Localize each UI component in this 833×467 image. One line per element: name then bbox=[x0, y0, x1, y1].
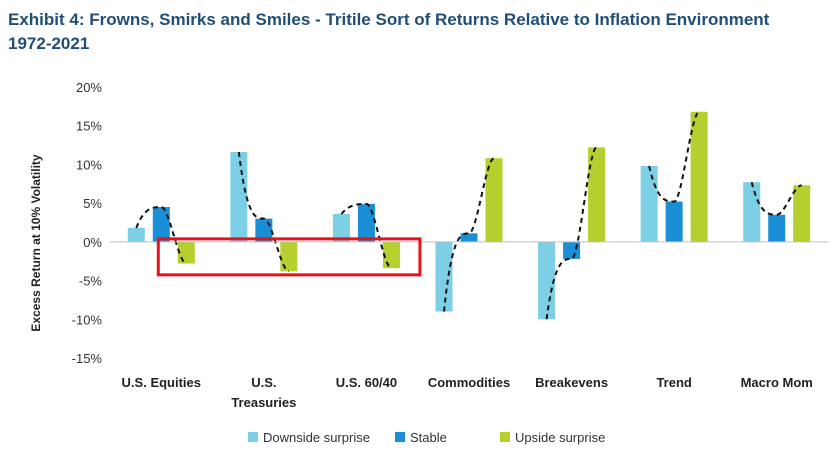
y-tick-label: 10% bbox=[76, 157, 102, 172]
trend-curve bbox=[545, 146, 598, 320]
bar-upside-surprise bbox=[793, 185, 811, 242]
highlight-box bbox=[156, 237, 422, 277]
chart-title: Exhibit 4: Frowns, Smirks and Smiles - T… bbox=[8, 10, 770, 53]
x-tick-label: U.S. 60/40 bbox=[336, 375, 397, 390]
bar-stable bbox=[665, 201, 683, 242]
bar-downside-surprise bbox=[332, 213, 350, 242]
y-tick-label: 15% bbox=[76, 119, 102, 134]
legend-label: Upside surprise bbox=[515, 430, 605, 445]
bar-downside-surprise bbox=[435, 241, 453, 312]
bar-upside-surprise bbox=[485, 158, 503, 242]
category-labels: U.S. Equities U.S. Treasuries U.S. 60/40 Com… bbox=[122, 375, 813, 410]
bar-upside-surprise bbox=[280, 241, 298, 272]
bar-stable bbox=[768, 214, 786, 242]
x-tick-label: U.S. Treasuries bbox=[231, 375, 296, 410]
legend-label: Downside surprise bbox=[263, 430, 370, 445]
trend-curve bbox=[340, 202, 393, 270]
bar-stable bbox=[563, 241, 581, 259]
trend-curve bbox=[135, 206, 187, 265]
legend-swatch bbox=[248, 432, 258, 442]
bar-stable bbox=[152, 207, 170, 242]
x-tick-label: U.S. Equities bbox=[122, 375, 201, 390]
y-axis: -15% -10% -5% 0% 5% 10% 15% 20% bbox=[72, 80, 103, 366]
bar-downside-surprise bbox=[538, 241, 556, 320]
trend-curves bbox=[135, 110, 803, 320]
x-tick-label: Trend bbox=[656, 375, 691, 390]
bars bbox=[127, 111, 811, 320]
x-tick-label: Breakevens bbox=[535, 375, 608, 390]
y-tick-label: 20% bbox=[76, 80, 102, 95]
trend-curve bbox=[237, 151, 290, 273]
bar-upside-surprise bbox=[690, 111, 708, 242]
legend-swatch bbox=[500, 432, 510, 442]
bar-downside-surprise bbox=[127, 227, 145, 242]
bar-stable bbox=[460, 233, 478, 242]
trend-curve bbox=[750, 181, 803, 216]
legend-swatch bbox=[395, 432, 405, 442]
x-tick-label: Macro Mom bbox=[741, 375, 813, 390]
bar-downside-surprise bbox=[640, 165, 658, 242]
bar-downside-surprise bbox=[743, 182, 761, 242]
bar-downside-surprise bbox=[230, 152, 248, 242]
y-tick-label: -10% bbox=[72, 312, 103, 327]
legend-label: Stable bbox=[410, 430, 447, 445]
x-tick-label: Commodities bbox=[428, 375, 510, 390]
bar-upside-surprise bbox=[588, 147, 606, 242]
y-axis-label: Excess Return at 10% Volatility bbox=[29, 154, 43, 332]
trend-curve bbox=[648, 110, 701, 203]
bar-upside-surprise bbox=[382, 241, 400, 269]
trend-curve bbox=[443, 157, 495, 312]
y-tick-label: 0% bbox=[83, 235, 102, 250]
y-tick-label: 5% bbox=[83, 196, 102, 211]
bar-stable bbox=[357, 203, 375, 242]
legend: Downside surprise Stable Upside surprise bbox=[248, 430, 605, 445]
y-tick-label: -5% bbox=[79, 274, 103, 289]
y-tick-label: -15% bbox=[72, 351, 103, 366]
